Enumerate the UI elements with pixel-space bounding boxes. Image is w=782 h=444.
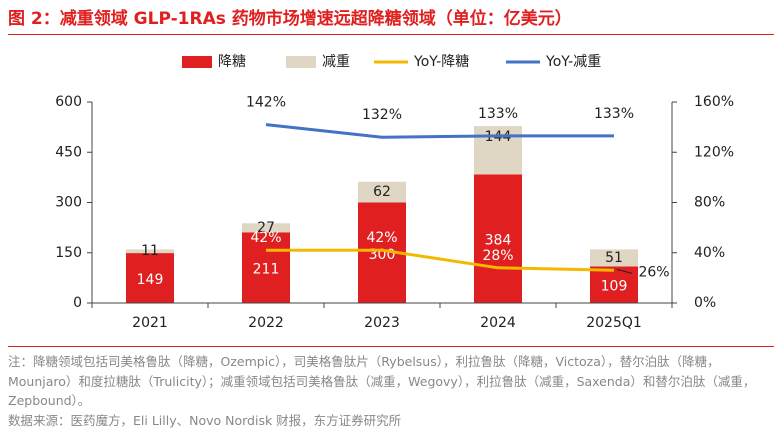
bar-label-weight: 27: [257, 220, 275, 236]
bar-label-glucose: 109: [601, 279, 628, 295]
bar-glucose: [474, 174, 522, 303]
legend-label-glucose: 降糖: [218, 54, 246, 70]
line-label-yoy-glucose: 42%: [366, 230, 397, 246]
legend: 降糖 减重 YoY-降糖 YoY-减重: [182, 54, 601, 70]
notes-rule: [8, 346, 774, 347]
bar-weight: [242, 223, 290, 233]
left-tick-label: 300: [55, 195, 82, 211]
legend-label-yoy-glucose: YoY-降糖: [413, 54, 469, 70]
line-label-yoy-glucose: 26%: [638, 264, 669, 280]
line-label-yoy-glucose: 42%: [250, 230, 281, 246]
right-tick-label: 40%: [694, 245, 725, 261]
left-tick-label: 150: [55, 245, 82, 261]
bar-label-glucose: 149: [137, 272, 164, 288]
bar-glucose: [242, 232, 290, 303]
line-label-yoy-weight: 133%: [478, 106, 518, 122]
bar-label-glucose: 384: [485, 233, 512, 249]
label-leader-line: [616, 268, 633, 274]
right-tick-label: 80%: [694, 195, 725, 211]
bar-weight: [126, 249, 174, 254]
left-tick-label: 600: [55, 94, 82, 110]
line-label-yoy-weight: 142%: [246, 95, 286, 111]
bar-label-glucose: 211: [253, 262, 280, 278]
line-label-yoy-weight: 132%: [362, 107, 402, 123]
right-tick-label: 160%: [694, 94, 734, 110]
legend-swatch-weight: [286, 56, 316, 68]
bar-label-weight: 11: [141, 243, 159, 259]
legend-swatch-glucose: [182, 56, 212, 68]
lines: 42% 42% 28% 26% 142% 132% 133% 133%: [246, 95, 670, 281]
x-tick-label: 2021: [132, 315, 168, 331]
bar-label-weight: 51: [605, 250, 623, 266]
line-label-yoy-weight: 133%: [594, 106, 634, 122]
bar-label-weight: 62: [373, 184, 391, 200]
legend-label-weight: 减重: [322, 54, 350, 70]
right-tick-label: 0%: [694, 295, 716, 311]
right-axis: 0% 40% 80% 120% 160%: [671, 94, 734, 311]
chart: 降糖 减重 YoY-降糖 YoY-减重 0 150 300 450 600 0% 40% 80% 1…: [55, 54, 734, 331]
bar-weight: [358, 181, 406, 203]
line-yoy-weight: [265, 123, 614, 139]
legend-label-yoy-weight: YoY-减重: [545, 54, 601, 70]
bar-glucose: [126, 253, 174, 303]
x-tick-label: 2022: [248, 315, 284, 331]
left-tick-label: 450: [55, 144, 82, 160]
x-tick-label: 2024: [480, 315, 516, 331]
chart-title: 图 2：减重领域 GLP-1RAs 药物市场增速远超降糖领域（单位：亿美元）: [8, 9, 572, 29]
note-text: 注：降糖领域包括司美格鲁肽（降糖，Ozempic），司美格鲁肽片（Rybelsu…: [8, 354, 756, 408]
line-label-yoy-glucose: 28%: [482, 248, 513, 264]
bar-weight: [590, 249, 638, 267]
line-yoy-glucose: [266, 248, 615, 272]
bar-weight: [474, 126, 522, 175]
right-tick-label: 120%: [694, 144, 734, 160]
title-rule: [8, 34, 774, 35]
source-text: 数据来源：医药魔方，Eli Lilly、Novo Nordisk 财报，东方证券…: [8, 412, 402, 428]
x-tick-label: 2023: [364, 315, 400, 331]
x-axis: 2021 2022 2023 2024 2025Q1: [91, 302, 673, 331]
left-axis: 0 150 300 450 600: [55, 94, 93, 311]
left-tick-label: 0: [73, 295, 82, 311]
x-tick-label: 2025Q1: [586, 315, 642, 331]
notes: 注：降糖领域包括司美格鲁肽（降糖，Ozempic），司美格鲁肽片（Rybelsu…: [8, 352, 778, 430]
